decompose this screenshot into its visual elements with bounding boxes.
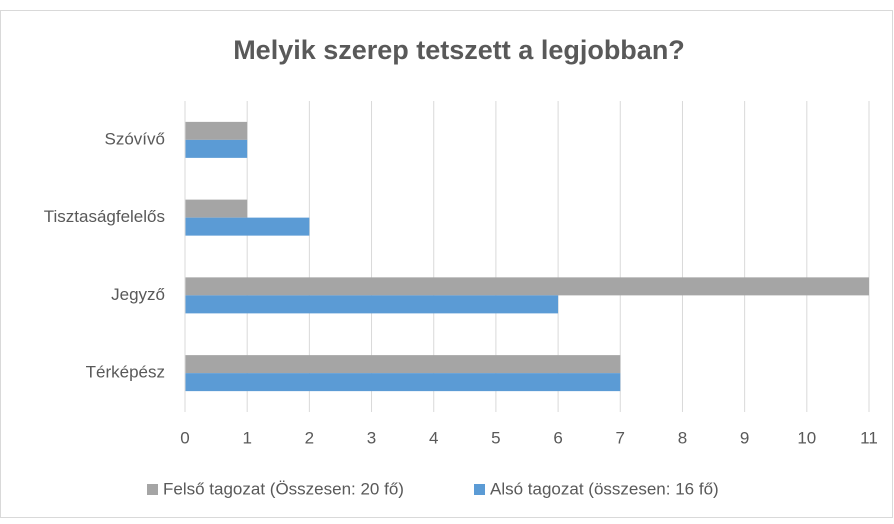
x-tick-label: 0 [180,428,189,447]
x-tick-label: 11 [860,428,878,447]
legend-label: Alsó tagozat (összesen: 16 fő) [490,479,719,498]
x-tick-label: 8 [678,428,687,447]
x-tick-label: 7 [616,428,625,447]
bar [185,139,248,158]
x-tick-label: 2 [305,428,314,447]
bar [185,199,248,218]
bar [185,277,869,296]
y-tick-label: Tisztaságfelelős [44,207,165,226]
x-tick-label: 9 [740,428,749,447]
x-tick-label: 6 [553,428,562,447]
x-tick-label: 5 [491,428,500,447]
bar [185,121,248,140]
legend-swatch [474,484,485,495]
bar [185,355,621,374]
x-tick-label: 1 [242,428,251,447]
y-tick-label: Jegyző [111,285,165,304]
chart-title: Melyik szerep tetszett a legjobban? [233,35,685,65]
bar [185,295,559,314]
x-tick-label: 10 [797,428,816,447]
legend-swatch [147,484,158,495]
y-tick-label: Térképész [86,363,165,382]
x-tick-label: 3 [367,428,376,447]
chart-border [0,10,893,518]
bar [185,217,310,236]
legend-label: Felső tagozat (Összesen: 20 fő) [163,479,404,498]
x-tick-label: 4 [429,428,438,447]
bar [185,373,621,392]
y-tick-label: Szóvívő [105,129,165,148]
